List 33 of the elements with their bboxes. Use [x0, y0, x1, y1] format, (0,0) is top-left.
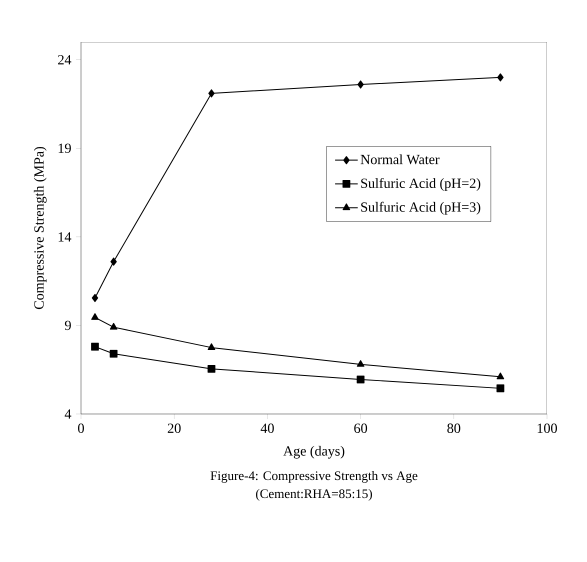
x-tick-label: 20	[168, 424, 181, 433]
point	[92, 294, 98, 302]
point	[110, 322, 118, 330]
point	[356, 376, 364, 384]
point	[356, 360, 364, 367]
text: (Cement:RHA=85:15)	[256, 488, 372, 501]
x-tick-label: 80	[447, 424, 460, 433]
y-axis-title: Compressive Strength (MPa)	[34, 146, 47, 310]
x-tick-label: 60	[354, 424, 368, 433]
point	[208, 89, 215, 98]
point	[110, 350, 118, 358]
point	[110, 258, 117, 266]
x-tick-label: 40	[260, 424, 274, 433]
point	[208, 364, 216, 373]
legend-label: Normal Water	[360, 154, 440, 164]
legend-label: Sulfuric Acid (pH=2)	[361, 178, 480, 191]
point	[91, 313, 99, 320]
point	[357, 80, 364, 89]
point	[496, 384, 504, 392]
point	[208, 343, 216, 350]
y-tick-label: 4	[64, 409, 72, 419]
point	[497, 73, 504, 82]
y-tick-label: 9	[64, 320, 71, 330]
y-tick-label: 24	[58, 55, 72, 64]
x-tick-label: 100	[538, 424, 557, 433]
x-axis-title: Age (days)	[283, 446, 344, 459]
legend-label: Sulfuric Acid (pH=3)	[361, 202, 480, 215]
y-tick-label: 19	[58, 144, 71, 153]
y-tick-label: 14	[58, 232, 72, 242]
point	[496, 372, 504, 380]
point	[91, 342, 99, 351]
text: Figure-4: Compressive Strength vs Age	[210, 470, 418, 483]
x-tick-label: 0	[78, 424, 84, 433]
